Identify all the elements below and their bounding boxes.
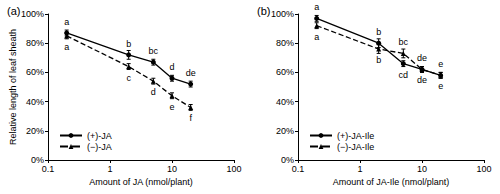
svg-text:bc: bc bbox=[149, 46, 159, 56]
svg-text:b: b bbox=[376, 27, 381, 37]
svg-text:1: 1 bbox=[107, 164, 112, 174]
svg-text:de: de bbox=[417, 75, 427, 85]
svg-text:40%: 40% bbox=[276, 97, 294, 107]
svg-text:40%: 40% bbox=[26, 97, 44, 107]
svg-text:0.1: 0.1 bbox=[42, 164, 55, 174]
svg-text:20%: 20% bbox=[276, 126, 294, 136]
svg-text:80%: 80% bbox=[276, 38, 294, 48]
svg-text:a: a bbox=[314, 2, 319, 12]
svg-text:bc: bc bbox=[399, 37, 409, 47]
svg-text:100: 100 bbox=[226, 164, 241, 174]
svg-text:f: f bbox=[189, 113, 192, 123]
svg-text:b: b bbox=[376, 55, 381, 65]
svg-text:100%: 100% bbox=[21, 9, 44, 19]
svg-text:de: de bbox=[186, 68, 196, 78]
svg-text:100%: 100% bbox=[271, 9, 294, 19]
svg-text:d: d bbox=[151, 87, 156, 97]
svg-text:0%: 0% bbox=[31, 155, 44, 165]
svg-text:10: 10 bbox=[417, 164, 427, 174]
svg-text:80%: 80% bbox=[26, 38, 44, 48]
svg-text:c: c bbox=[126, 73, 131, 83]
svg-text:e: e bbox=[438, 59, 443, 69]
svg-text:(+)-JA-Ile: (+)-JA-Ile bbox=[337, 131, 374, 141]
svg-text:60%: 60% bbox=[276, 67, 294, 77]
svg-text:e: e bbox=[438, 81, 443, 91]
svg-text:d: d bbox=[169, 62, 174, 72]
svg-text:a: a bbox=[64, 42, 69, 52]
svg-text:de: de bbox=[417, 53, 427, 63]
svg-text:(b): (b) bbox=[257, 5, 270, 17]
svg-text:0%: 0% bbox=[281, 155, 294, 165]
svg-text:a: a bbox=[64, 17, 69, 27]
svg-text:cd: cd bbox=[399, 70, 409, 80]
svg-text:0.1: 0.1 bbox=[292, 164, 305, 174]
svg-text:Amount of JA (nmol/plant): Amount of JA (nmol/plant) bbox=[89, 177, 193, 187]
svg-text:60%: 60% bbox=[26, 67, 44, 77]
svg-text:(−)-JA: (−)-JA bbox=[87, 142, 112, 152]
svg-text:a: a bbox=[314, 32, 319, 42]
svg-text:20%: 20% bbox=[26, 126, 44, 136]
svg-text:1: 1 bbox=[357, 164, 362, 174]
svg-text:e: e bbox=[169, 102, 174, 112]
svg-text:Relative length of leaf sheath: Relative length of leaf sheath bbox=[8, 29, 18, 145]
svg-text:(+)-JA: (+)-JA bbox=[87, 131, 112, 141]
svg-text:b: b bbox=[126, 39, 131, 49]
svg-text:100: 100 bbox=[476, 164, 491, 174]
svg-text:(−)-JA-Ile: (−)-JA-Ile bbox=[337, 142, 374, 152]
svg-text:Amount of JA-Ile (nmol/plant): Amount of JA-Ile (nmol/plant) bbox=[333, 177, 450, 187]
svg-text:10: 10 bbox=[167, 164, 177, 174]
svg-text:(a): (a) bbox=[7, 5, 20, 17]
